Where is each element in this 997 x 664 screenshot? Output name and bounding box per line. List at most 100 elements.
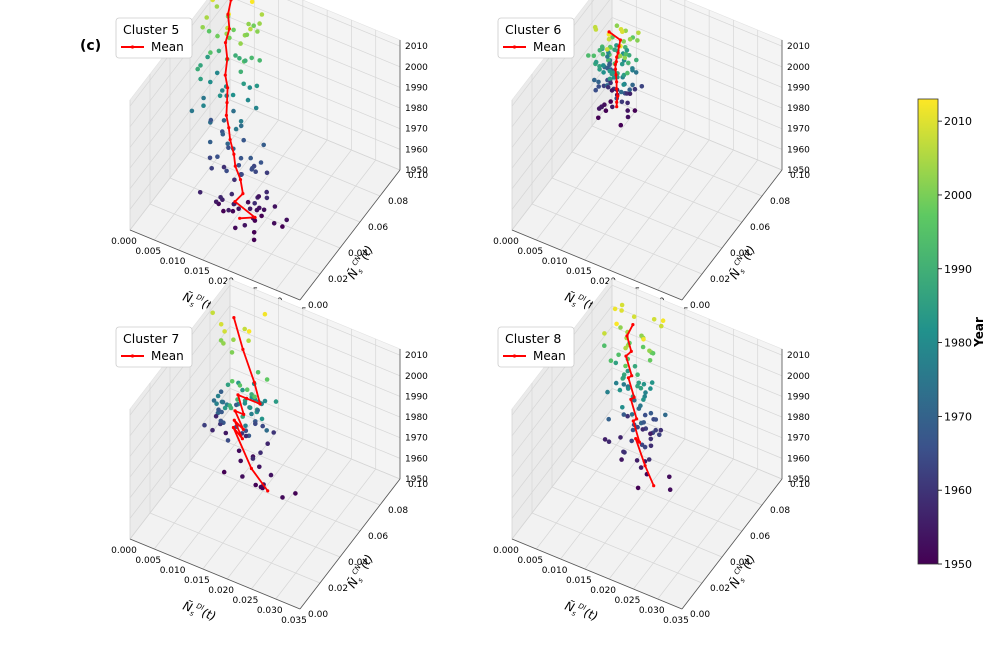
grid-line	[611, 37, 783, 109]
scatter-point	[238, 69, 244, 75]
mean-marker	[643, 464, 647, 468]
scatter-point	[658, 427, 664, 433]
scatter-point	[659, 323, 664, 329]
y-tick-label: 0.06	[750, 532, 770, 542]
y-tick-label: 0.02	[710, 584, 730, 594]
legend-title: Cluster 6	[505, 22, 561, 37]
scatter-point	[630, 66, 635, 71]
scatter-point	[627, 37, 633, 42]
scatter-point	[614, 321, 619, 327]
scatter-point	[251, 23, 256, 29]
mean-marker	[227, 27, 231, 31]
scatter-point	[241, 137, 246, 143]
scatter-point	[222, 405, 228, 411]
grid-line	[608, 448, 710, 580]
x-tick-label: 0.010	[542, 566, 568, 576]
scatter-point	[218, 418, 224, 424]
scatter-point	[242, 326, 247, 332]
scatter-point	[621, 82, 626, 87]
scatter-point	[238, 41, 243, 46]
x-tick-label: 0.005	[517, 247, 543, 257]
colorbar: 1950 1960 1970 1980 1990 2000 2010 Year	[917, 98, 986, 571]
scatter-point	[592, 77, 597, 83]
y-tick-label: 0.10	[790, 480, 810, 490]
scatter-point	[247, 85, 253, 90]
scatter-point	[197, 190, 203, 195]
scatter-point	[593, 87, 598, 93]
scatter-point	[242, 223, 248, 228]
scatter-point	[258, 450, 263, 456]
grid-line	[511, 326, 613, 457]
scatter-point	[600, 45, 605, 50]
scatter-point	[264, 189, 270, 195]
axis-line	[129, 229, 301, 301]
scatter-point	[608, 80, 613, 86]
grid-line	[154, 109, 255, 241]
grid-line	[611, 99, 783, 171]
grid-line	[668, 0, 783, 47]
scatter-point	[214, 70, 220, 76]
scatter-point	[619, 308, 624, 313]
scatter-point	[245, 97, 251, 103]
mean-marker	[238, 178, 243, 182]
scatter-point	[258, 160, 264, 165]
mean-marker	[626, 376, 631, 380]
scatter-point	[208, 79, 213, 85]
z-tick-label: 1980	[405, 413, 428, 423]
legend-title: Cluster 7	[123, 331, 179, 346]
scatter-point	[208, 50, 213, 55]
mean-marker	[615, 87, 619, 91]
scatter-point	[249, 0, 255, 5]
grid-line	[178, 428, 279, 560]
scatter-point	[635, 424, 640, 430]
scatter-point	[602, 343, 607, 349]
colorbar-tick-label: 1980	[944, 337, 972, 350]
chart-panel: 0.0000.0050.0100.0150.0200.0250.0300.035…	[493, 278, 810, 626]
x-tick-label: 0.010	[160, 566, 186, 576]
scatter-point	[246, 338, 251, 344]
scatter-point	[607, 61, 612, 66]
grid-line	[511, 367, 613, 498]
scatter-point	[284, 217, 290, 223]
grid-line	[202, 438, 304, 570]
grid-line	[611, 367, 783, 439]
scatter-point	[616, 352, 621, 358]
colorbar-tick-label: 2000	[944, 189, 972, 202]
chart-panel: 0.0000.0050.0100.0150.0200.0250.0300.035…	[493, 0, 810, 317]
x-tick-label: 0.005	[517, 556, 543, 566]
colorbar-tick-label: 1970	[944, 410, 972, 423]
scatter-point	[605, 54, 610, 59]
z-tick-label: 2000	[405, 63, 428, 73]
scatter-point	[244, 387, 250, 393]
scatter-point	[627, 87, 632, 92]
z-tick-label: 1970	[405, 125, 428, 135]
grid-line	[511, 99, 613, 231]
scatter-point	[254, 83, 260, 89]
scatter-point	[648, 410, 654, 416]
scatter-point	[264, 428, 270, 433]
scatter-point	[195, 66, 200, 72]
scatter-point	[257, 205, 262, 211]
y-tick-label: 0.00	[690, 301, 710, 311]
grid-line	[236, 0, 401, 68]
grid-line	[608, 139, 710, 271]
mean-marker	[615, 55, 619, 59]
scatter-point	[253, 482, 258, 488]
x-tick-label: 0.015	[566, 576, 592, 586]
scatter-point	[596, 79, 601, 85]
z-tick-label: 1950	[787, 166, 810, 176]
scatter-point	[618, 435, 623, 440]
scatter-point	[635, 485, 641, 491]
scatter-point	[617, 387, 623, 393]
grid-line	[229, 326, 401, 397]
scatter-point	[635, 372, 640, 378]
scatter-point	[629, 438, 634, 444]
scatter-point	[210, 427, 215, 433]
mean-marker	[242, 412, 246, 416]
scatter-point	[593, 27, 599, 32]
scatter-point	[218, 322, 224, 327]
scatter-point	[201, 95, 206, 101]
mean-marker	[629, 349, 633, 353]
scatter-point	[646, 457, 652, 462]
